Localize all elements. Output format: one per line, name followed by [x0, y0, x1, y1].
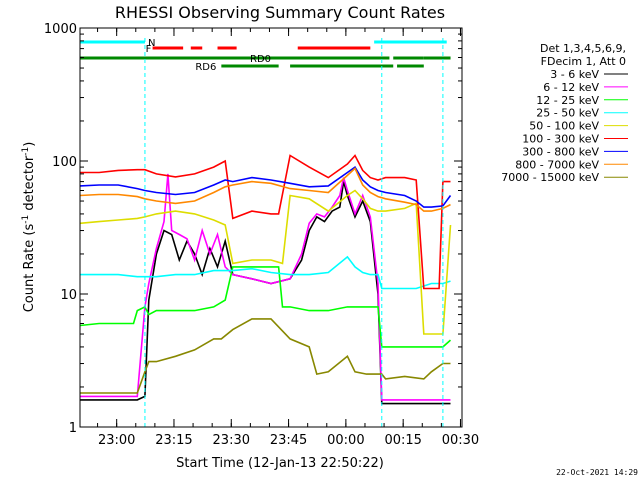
- x-axis-label: Start Time (12-Jan-13 22:50:22): [176, 456, 384, 471]
- legend-label-12-25-kev: 12 - 25 keV: [536, 94, 599, 107]
- y-tick-label: 100: [52, 155, 77, 170]
- x-tick-label: 00:00: [327, 433, 364, 448]
- series-line-50-100-kev: [79, 189, 452, 335]
- flag-label-n: N: [148, 38, 155, 49]
- x-tick-label: 23:00: [98, 433, 135, 448]
- legend-label-25-50-kev: 25 - 50 keV: [536, 107, 599, 120]
- flag-label-f: F: [146, 44, 152, 55]
- legend-label-50-100-kev: 50 - 100 keV: [529, 120, 599, 133]
- series-line-800-7000-kev: [79, 167, 451, 212]
- y-tick-label: 1: [69, 421, 77, 436]
- plot-frame: [79, 27, 463, 428]
- x-tick-label: 23:15: [155, 433, 192, 448]
- legend-label-300-800-kev: 300 - 800 keV: [522, 145, 599, 158]
- flag-label-rd0: RD0: [250, 54, 271, 65]
- axes: 1 10 100 1000 23:00 23:15 23:30 23:45 00:00 00:15…: [44, 22, 479, 448]
- y-tick-label: 10: [60, 288, 77, 303]
- legend: Det 1,3,4,5,6,9,FDecim 1, Att 03 - 6 keV…: [501, 42, 628, 184]
- series-line-100-300-kev: [80, 154, 451, 290]
- flag-label-rd6: RD6: [195, 62, 216, 73]
- flag-bars: NF RD0 RD6: [80, 38, 451, 73]
- y-tick-label: 1000: [44, 22, 77, 37]
- legend-label-7000-15000-kev: 7000 - 15000 keV: [501, 171, 599, 184]
- series-line-7000-15000-kev: [80, 318, 451, 394]
- legend-label-800-7000-kev: 800 - 7000 keV: [515, 158, 599, 171]
- x-tick-label: 23:30: [213, 433, 250, 448]
- series-lines: [79, 154, 452, 405]
- series-line-300-800-kev: [79, 165, 452, 208]
- legend-header-line: FDecim 1, Att 0: [541, 55, 626, 68]
- x-tick-label: 00:15: [384, 433, 421, 448]
- vertical-markers: [144, 38, 444, 427]
- x-tick-label: 00:30: [442, 433, 479, 448]
- chart-title: RHESSI Observing Summary Count Rates: [115, 3, 445, 22]
- legend-header-line: Det 1,3,4,5,6,9,: [540, 42, 626, 55]
- legend-label-100-300-kev: 100 - 300 keV: [522, 133, 599, 146]
- series-line-25-50-kev: [80, 255, 451, 290]
- footer-timestamp: 22-Oct-2021 14:29: [556, 468, 638, 477]
- series-line-3-6-kev: [80, 181, 451, 405]
- x-tick-label: 23:45: [270, 433, 307, 448]
- y-axis-label: Count Rate (s-1 detector-1): [21, 142, 37, 313]
- legend-label-6-12-kev: 6 - 12 keV: [543, 81, 599, 94]
- legend-label-3-6-kev: 3 - 6 keV: [550, 68, 599, 81]
